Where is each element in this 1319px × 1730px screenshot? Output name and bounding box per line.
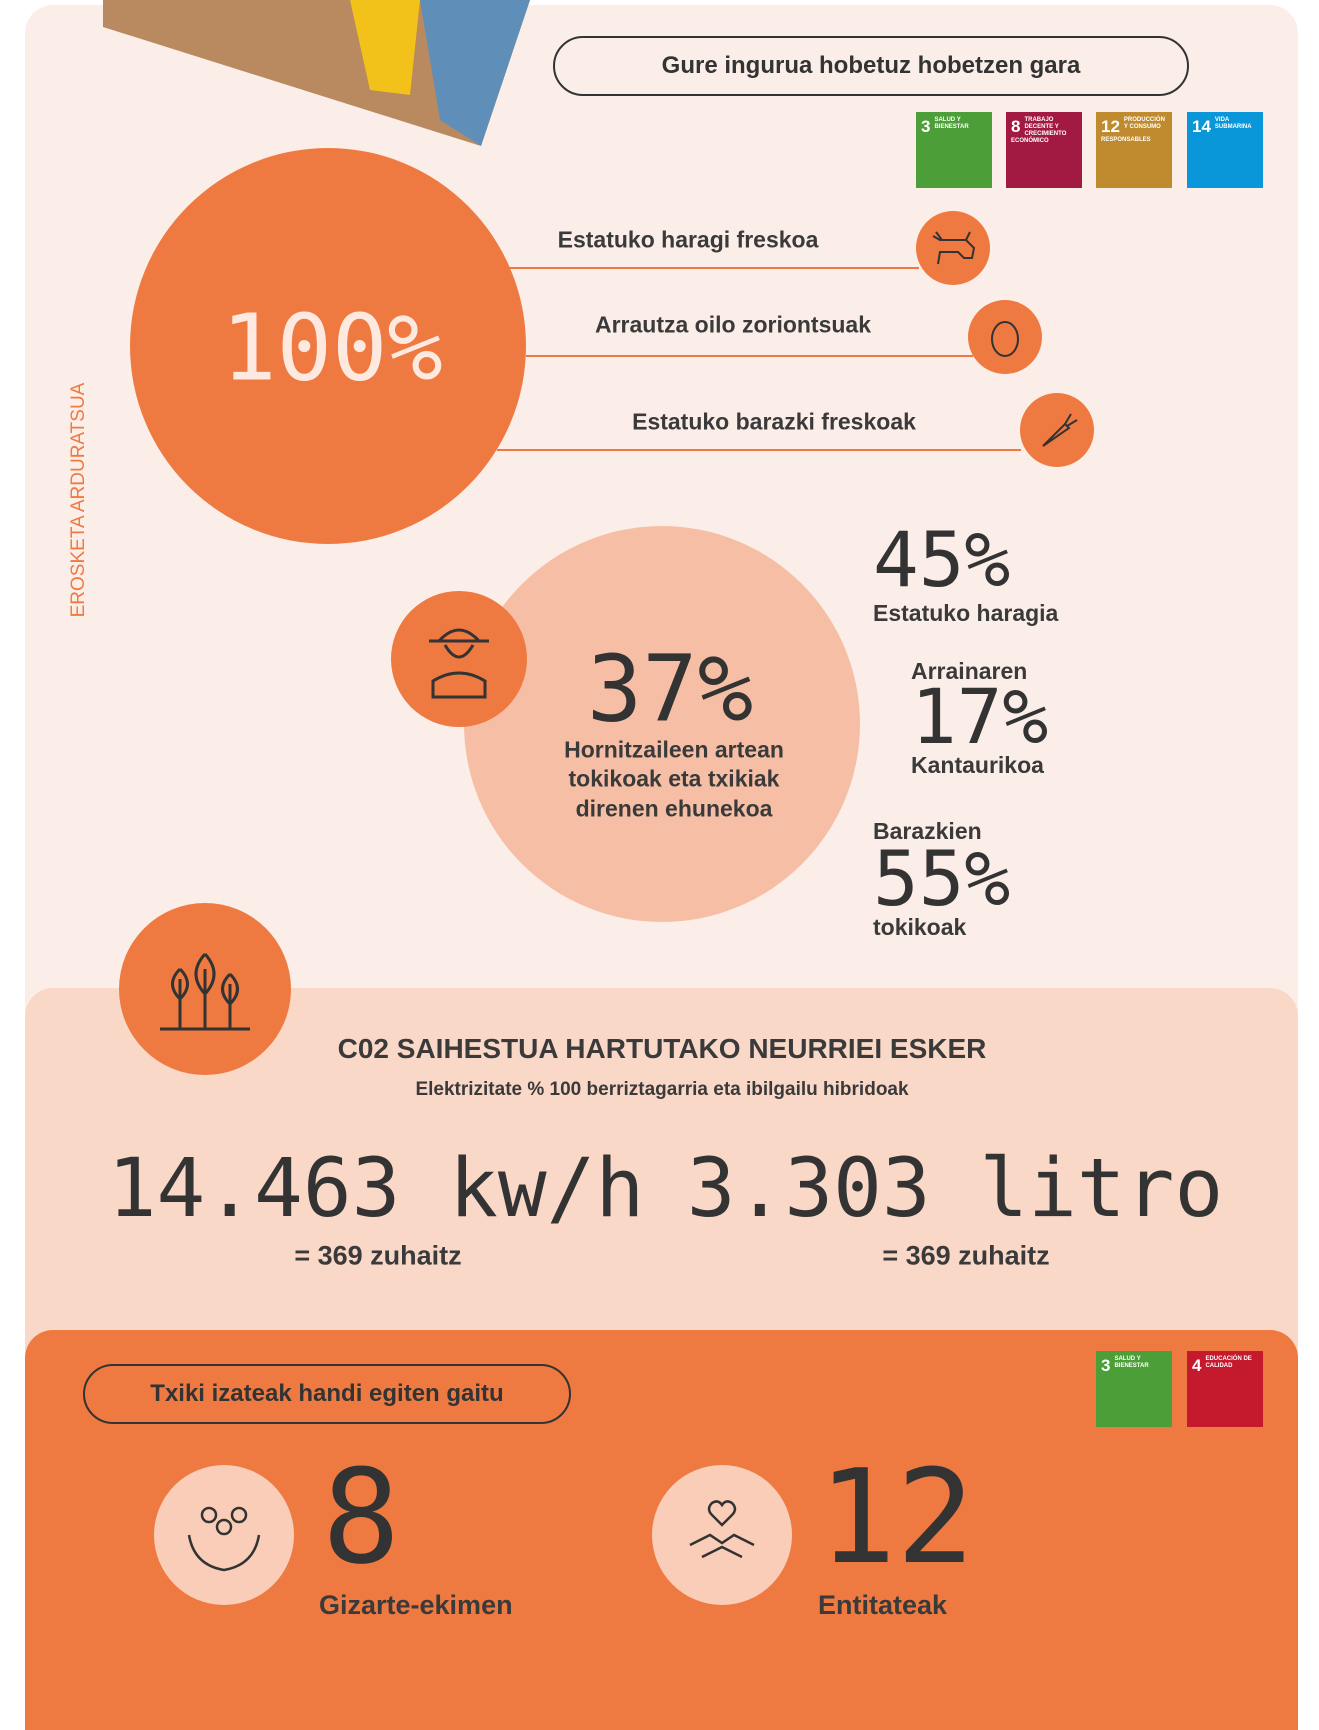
section-pill: Gure ingurua hobetuz hobetzen gara <box>553 36 1189 96</box>
co2-equivalent: = 369 zuhaitz <box>294 1241 461 1272</box>
carrot-icon <box>1020 393 1094 467</box>
side-label: EROSKETA ARDURATSUA <box>68 383 90 618</box>
handshake-icon <box>652 1465 792 1605</box>
fish-label: Kantaurikoa <box>911 752 1044 779</box>
local-value: 37% <box>587 636 753 743</box>
co2-title: C02 SAIHESTUA HARTUTAKO NEURRIEI ESKER <box>338 1033 987 1065</box>
item-label: Estatuko barazki freskoak <box>632 409 916 436</box>
social-value: 8 <box>322 1452 400 1582</box>
big-stat: 100% <box>221 295 443 402</box>
social-label: Entitateak <box>818 1590 947 1621</box>
item-label: Estatuko haragi freskoa <box>558 227 819 254</box>
sdg-number: 14 <box>1192 117 1211 137</box>
co2-equivalent: = 369 zuhaitz <box>882 1241 1049 1272</box>
egg-icon <box>968 300 1042 374</box>
social-value: 12 <box>818 1452 975 1582</box>
local-caption: tokikoak eta txikiak <box>569 766 780 793</box>
social-label: Gizarte-ekimen <box>319 1590 513 1621</box>
section-pill: Txiki izateak handi egiten gaitu <box>83 1364 571 1424</box>
co2-stat: 14.463 kw/h <box>108 1142 644 1236</box>
local-caption: direnen ehunekoa <box>576 796 773 823</box>
cow-icon <box>916 211 990 285</box>
sdg-label: SALUD Y BIENESTAR <box>921 117 987 131</box>
meat-value: 45% <box>873 515 1010 604</box>
connector <box>508 267 919 269</box>
sdg-number: 4 <box>1192 1356 1201 1376</box>
fish-value: 17% <box>911 672 1048 761</box>
sdg-number: 3 <box>1101 1356 1110 1376</box>
local-caption: Hornitzaileen artean <box>564 737 784 764</box>
co2-stat: 3.303 litro <box>687 1142 1223 1236</box>
sdg-number: 8 <box>1011 117 1020 137</box>
farmer-icon <box>391 591 527 727</box>
people-icon <box>154 1465 294 1605</box>
item-label: Arrautza oilo zoriontsuak <box>595 312 871 339</box>
page: Gure ingurua hobetuz hobetzen gara 3SALU… <box>0 0 1319 1710</box>
sdg-number: 3 <box>921 117 930 137</box>
connector <box>497 449 1021 451</box>
photo <box>0 0 540 150</box>
sdg-number: 12 <box>1101 117 1120 137</box>
sdg-label: TRABAJO DECENTE Y CRECIMIENTO ECONÓMICO <box>1011 117 1077 145</box>
sdg-label: EDUCACIÓN DE CALIDAD <box>1192 1356 1258 1370</box>
trees-icon <box>119 903 291 1075</box>
co2-subtitle: Elektrizitate % 100 berriztagarria eta i… <box>415 1079 908 1101</box>
sdg-label: SALUD Y BIENESTAR <box>1101 1356 1167 1370</box>
veg-value: 55% <box>873 834 1010 923</box>
connector <box>526 355 973 357</box>
veg-label: tokikoak <box>873 914 966 941</box>
meat-label: Estatuko haragia <box>873 600 1058 627</box>
